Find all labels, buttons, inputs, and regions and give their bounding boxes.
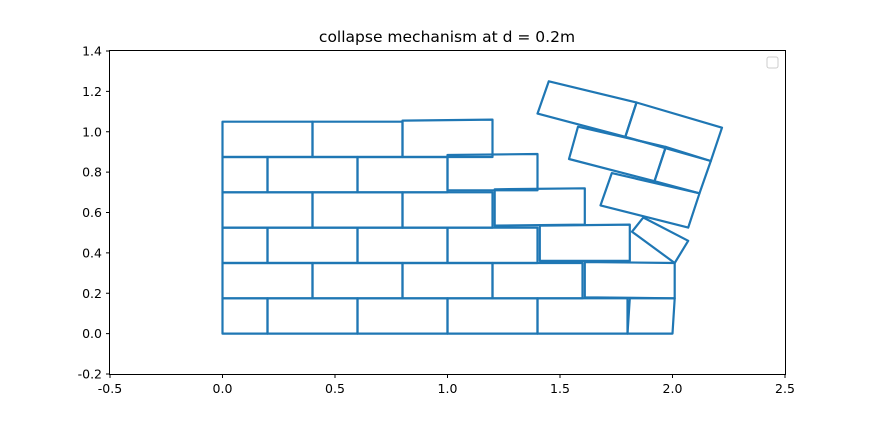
brick-block-13 [266, 226, 359, 265]
brick-block-33 [624, 101, 724, 163]
x-tick-label: -0.5 [98, 381, 122, 396]
brick-block-2 [266, 297, 359, 335]
plot-frame [109, 50, 786, 375]
brick-block-4 [446, 297, 539, 335]
brick-block-18 [221, 191, 314, 229]
y-tick-label: 0.8 [82, 165, 102, 180]
brick-block-20 [401, 191, 494, 229]
brick-block-9 [401, 261, 494, 300]
brick-block-25 [356, 155, 449, 194]
x-tick-label: 2.5 [775, 381, 795, 396]
brick-block-3 [356, 297, 449, 335]
y-tick-label: 0.6 [82, 205, 102, 220]
brick-block-8 [311, 261, 404, 300]
brick-blocks [221, 80, 724, 335]
x-tick-label: 0.5 [325, 381, 345, 396]
brick-block-14 [356, 226, 449, 265]
y-tick-label: 1.0 [82, 124, 102, 139]
legend-box [766, 56, 779, 69]
y-tick-label: -0.2 [78, 367, 102, 382]
brick-block-23 [221, 155, 269, 194]
x-tick-label: 1.5 [550, 381, 570, 396]
brick-block-1 [221, 297, 269, 335]
brick-block-7 [221, 261, 314, 300]
y-tick-label: 0.4 [82, 245, 102, 260]
brick-block-10 [491, 261, 584, 300]
brick-block-17 [630, 216, 690, 265]
y-tick-label: 0.2 [82, 286, 102, 301]
brick-block-11 [583, 260, 676, 300]
brick-block-15 [446, 226, 539, 265]
y-tick-label: 1.4 [82, 44, 102, 59]
y-tick-label: 1.2 [82, 84, 102, 99]
brick-block-12 [221, 226, 269, 265]
x-tick-label: 1.0 [438, 381, 458, 396]
brick-block-31 [401, 118, 494, 159]
brick-block-21 [493, 187, 586, 227]
y-tick-label: 0.0 [82, 326, 102, 341]
brick-block-19 [311, 191, 404, 229]
brick-block-29 [221, 120, 314, 159]
brick-block-30 [311, 120, 404, 159]
x-tick-label: 0.0 [213, 381, 233, 396]
x-tick-label: 2.0 [663, 381, 683, 396]
axis-ticks: -0.5 0.0 0.5 1.0 1.5 2.0 2.5 -0.2 0.0 0.2 0.4 0.6 0.… [78, 44, 795, 397]
brick-block-16 [538, 223, 631, 262]
brick-block-26 [446, 152, 539, 192]
chart-title: collapse mechanism at d = 0.2m [319, 28, 575, 46]
brick-block-5 [536, 297, 629, 335]
brick-block-24 [266, 155, 359, 194]
brick-block-22 [599, 172, 701, 229]
brick-block-6 [626, 297, 676, 335]
